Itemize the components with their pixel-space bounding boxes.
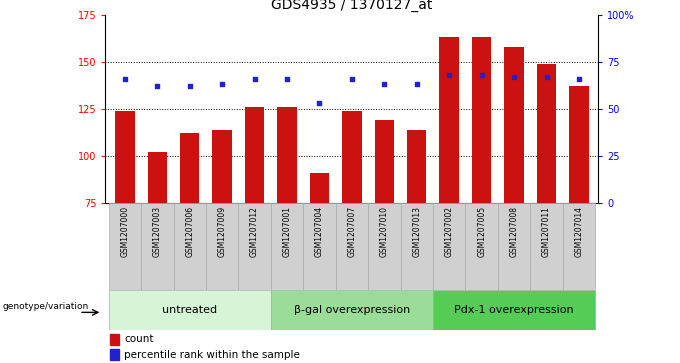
Bar (110, 334, 119, 345)
Bar (245, 107, 265, 203)
Text: GSM1207014: GSM1207014 (575, 206, 583, 257)
Point (152, 83, 163, 89)
Bar (498, 203, 530, 290)
Bar (109, 290, 271, 330)
Text: GSM1207012: GSM1207012 (250, 206, 259, 257)
Bar (109, 203, 141, 290)
Bar (336, 203, 368, 290)
Text: untreated: untreated (162, 305, 218, 315)
Bar (472, 37, 492, 203)
Point (120, 76, 131, 82)
Text: GSM1207010: GSM1207010 (380, 206, 389, 257)
Bar (180, 134, 199, 203)
Bar (239, 203, 271, 290)
Text: GSM1207009: GSM1207009 (218, 206, 226, 257)
Bar (368, 203, 401, 290)
Text: GSM1207002: GSM1207002 (445, 206, 454, 257)
Point (444, 72, 455, 78)
Bar (110, 349, 119, 360)
Point (509, 74, 520, 80)
Text: count: count (124, 334, 154, 344)
Text: GSM1207000: GSM1207000 (120, 206, 129, 257)
Text: GSM1207008: GSM1207008 (509, 206, 519, 257)
Text: GSM1207005: GSM1207005 (477, 206, 486, 257)
Text: β-gal overexpression: β-gal overexpression (294, 305, 410, 315)
Bar (563, 203, 595, 290)
Bar (271, 203, 303, 290)
Bar (173, 203, 206, 290)
Text: Pdx-1 overexpression: Pdx-1 overexpression (454, 305, 574, 315)
Bar (505, 46, 524, 203)
Bar (141, 203, 173, 290)
Point (314, 100, 325, 106)
Bar (277, 107, 296, 203)
Bar (569, 86, 589, 203)
Bar (530, 203, 563, 290)
Bar (433, 203, 465, 290)
Bar (433, 290, 595, 330)
Bar (303, 203, 336, 290)
Point (249, 76, 260, 82)
Text: GSM1207003: GSM1207003 (153, 206, 162, 257)
Point (217, 81, 228, 87)
Text: genotype/variation: genotype/variation (2, 302, 88, 311)
Point (379, 81, 390, 87)
Bar (407, 130, 426, 203)
Bar (271, 290, 433, 330)
Bar (342, 111, 362, 203)
Text: GSM1207013: GSM1207013 (412, 206, 422, 257)
Point (282, 76, 292, 82)
Point (541, 74, 552, 80)
Text: GSM1207006: GSM1207006 (185, 206, 194, 257)
Text: GSM1207007: GSM1207007 (347, 206, 356, 257)
Point (346, 76, 358, 82)
Title: GDS4935 / 1370127_at: GDS4935 / 1370127_at (271, 0, 432, 12)
Point (411, 81, 422, 87)
Bar (212, 130, 232, 203)
Bar (148, 152, 167, 203)
Text: GSM1207004: GSM1207004 (315, 206, 324, 257)
Point (184, 83, 195, 89)
Point (476, 72, 487, 78)
Bar (439, 37, 459, 203)
Bar (309, 173, 329, 203)
Text: percentile rank within the sample: percentile rank within the sample (124, 350, 300, 360)
Bar (465, 203, 498, 290)
Bar (206, 203, 239, 290)
Bar (115, 111, 135, 203)
Text: GSM1207011: GSM1207011 (542, 206, 551, 257)
Bar (401, 203, 433, 290)
Text: GSM1207001: GSM1207001 (282, 206, 292, 257)
Bar (375, 120, 394, 203)
Point (573, 76, 584, 82)
Bar (537, 64, 556, 203)
